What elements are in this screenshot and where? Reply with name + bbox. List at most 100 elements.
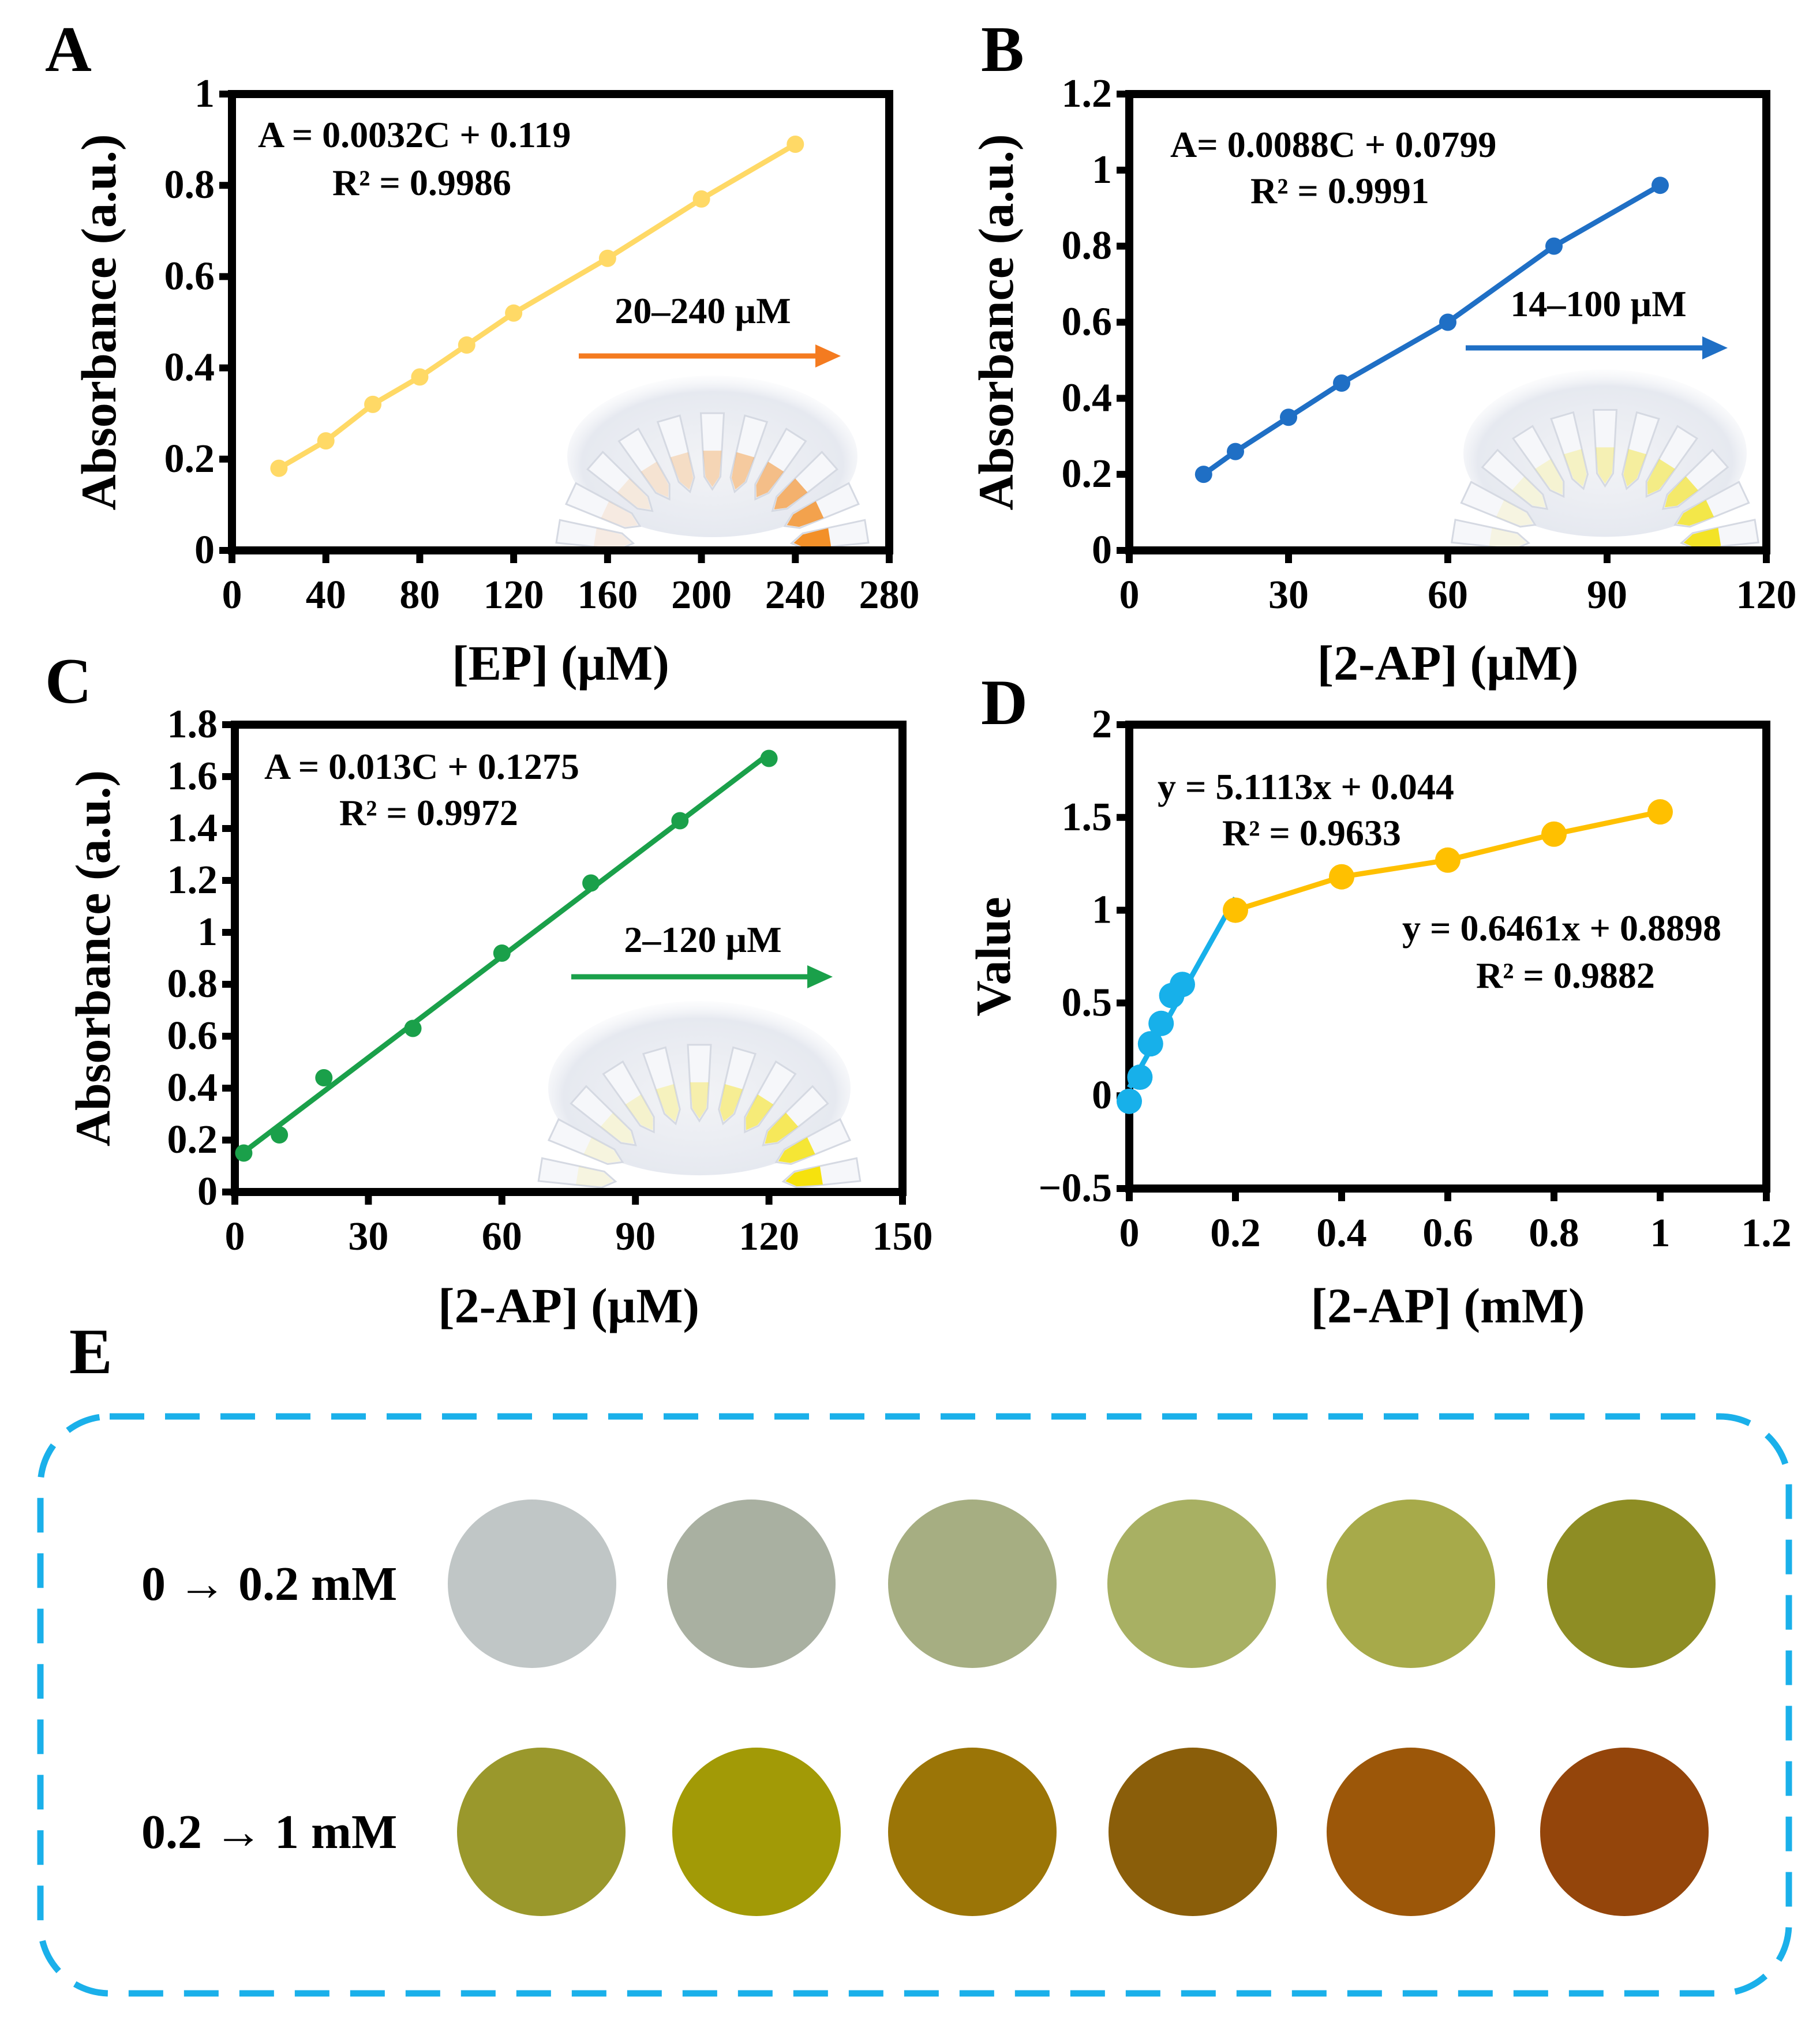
chart-panel-b: 0 30 60 90 120 0 0.2 0.4 0.6 0.8 1 1.2 [2-AP] (µM) Ab… (968, 72, 1797, 691)
tube-icon (1661, 448, 1729, 510)
tube-icon (656, 414, 695, 494)
tube-icon (1673, 481, 1750, 528)
color-spot (1109, 1748, 1277, 1916)
y-tick-label: 1.6 (167, 754, 218, 799)
y-tick-label: 0.6 (167, 1014, 218, 1058)
y-tick-label: 0.4 (1062, 376, 1113, 420)
color-spot (1540, 1748, 1709, 1916)
tube-icon (617, 428, 671, 501)
x-tick-label: 120 (1736, 573, 1797, 617)
tube-liquid (774, 478, 808, 510)
fit-equation: A= 0.0088C + 0.0799 (1170, 124, 1496, 165)
tube-icon (1481, 448, 1549, 510)
data-point (1117, 1088, 1142, 1114)
x-tick-label: 0.2 (1210, 1211, 1261, 1255)
y-tick-label: 0.8 (167, 962, 218, 1006)
y-tick-label: 1 (197, 910, 218, 954)
tube-liquid (656, 1084, 679, 1122)
chart-panel-c: 0 30 60 90 120 150 0 0.2 0.4 0.6 0.8 1 1.2 1.4 1.6 1.8 [… (65, 702, 933, 1333)
tube-liquid (756, 462, 784, 497)
y-tick-label: 0.5 (1062, 980, 1113, 1025)
tube-icon (789, 519, 870, 550)
x-tick-label: 0 (1119, 1211, 1140, 1255)
data-point (1194, 466, 1212, 483)
y-tick-label: 0.4 (164, 346, 215, 390)
data-point (458, 336, 475, 354)
tube-photo (555, 376, 870, 550)
tube-liquid (746, 1094, 774, 1130)
data-point (598, 249, 616, 267)
plot-frame (231, 721, 907, 1196)
x-tick-label: 0 (225, 1214, 245, 1259)
tube-body (718, 1046, 757, 1126)
tube-liquid (765, 1112, 799, 1144)
row-label: 0.2 → 1 mM (141, 1805, 397, 1859)
y-axis-title: Absorbance (a.u.) (968, 134, 1024, 510)
tube-icon (602, 1060, 655, 1134)
tube-liquid (583, 1137, 621, 1163)
data-point (1170, 972, 1195, 998)
panel-letter-e: E (69, 1316, 113, 1388)
x-tick-label: 80 (399, 573, 440, 617)
color-row: 0 → 0.2 mM (141, 1500, 1716, 1668)
panel-letter-c: C (45, 646, 92, 717)
color-spot (888, 1748, 1057, 1916)
chart-panel-a: 0 40 80 120 160 200 240 280 0 0.2 0.4 0.6 0.8 1 [EP] (… (71, 72, 920, 691)
tube-liquid (576, 1166, 613, 1187)
tube-icon (1550, 411, 1589, 490)
tube-icon (570, 1085, 637, 1146)
tube-body (1511, 425, 1565, 498)
data-point (411, 368, 429, 386)
tube-liquid (1535, 459, 1563, 495)
x-tick-label: 240 (765, 573, 826, 617)
x-axis-title: [2-AP] (µM) (1317, 635, 1578, 691)
x-tick-label: 40 (306, 573, 346, 617)
data-point (582, 874, 600, 892)
y-tick-label: 2 (1092, 702, 1112, 747)
x-axis-title: [2-AP] (mM) (1310, 1278, 1585, 1333)
tube-icon (1621, 411, 1660, 490)
arrow-right-icon (815, 344, 841, 368)
y-tick-label: 0.6 (164, 254, 215, 298)
r-squared-label: R² = 0.9991 (1250, 170, 1429, 211)
data-point (1137, 1031, 1163, 1057)
data-point (364, 395, 382, 413)
tube-liquid (1683, 527, 1721, 548)
r-squared-label-2: R² = 0.9882 (1476, 955, 1655, 996)
y-tick-label: −0.5 (1039, 1166, 1112, 1210)
data-point (1652, 177, 1669, 194)
tube-icon (754, 428, 807, 501)
x-axis-title: [EP] (µM) (452, 635, 669, 691)
x-tick-label: 60 (1428, 573, 1468, 617)
tube-body (656, 414, 695, 494)
data-point (671, 812, 689, 830)
tube-body (602, 1060, 655, 1134)
y-tick-label: 0.2 (164, 437, 215, 481)
tube-liquid (641, 462, 669, 497)
y-tick-label: 1.4 (167, 806, 218, 850)
tube-body (699, 412, 725, 491)
x-tick-label: 1 (1650, 1211, 1671, 1255)
color-spot (448, 1500, 616, 1668)
data-point (787, 136, 804, 153)
r-squared-label: R² = 0.9986 (332, 162, 511, 203)
y-tick-label: 0 (1092, 1073, 1112, 1118)
x-tick-label: 30 (1268, 573, 1309, 617)
row-label: 0 → 0.2 mM (141, 1557, 397, 1611)
tube-icon (547, 1118, 624, 1165)
data-point (235, 1144, 253, 1162)
panel-letter-d: D (981, 667, 1028, 739)
data-point (1435, 847, 1461, 873)
panel-e-color-array: 0 → 0.2 mM 0.2 → 1 mM (37, 1413, 1792, 1997)
y-tick-label: 0.6 (1062, 300, 1113, 344)
data-point (1541, 821, 1567, 847)
data-point (493, 944, 511, 962)
tube-liquid (793, 528, 832, 549)
tube-liquid (1564, 449, 1587, 487)
tube-liquid (601, 501, 638, 527)
y-tick-label: 1 (1092, 148, 1112, 192)
data-point (317, 432, 335, 450)
tube-photo (537, 1001, 862, 1189)
tube-liquid (1489, 527, 1527, 548)
x-tick-label: 160 (577, 573, 638, 617)
